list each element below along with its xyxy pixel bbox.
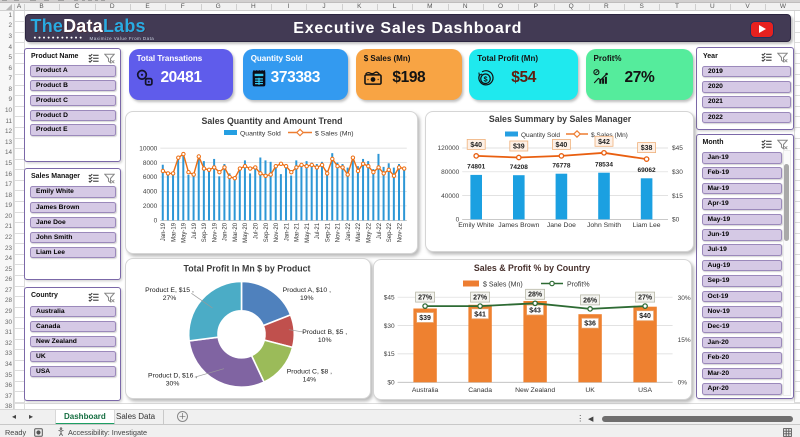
svg-text:Profit%: Profit% bbox=[567, 282, 590, 289]
svg-text:Nov-20: Nov-20 bbox=[274, 222, 280, 242]
svg-text:Mar-22: Mar-22 bbox=[356, 222, 362, 242]
svg-text:Product A, $10 ,: Product A, $10 , bbox=[283, 287, 331, 294]
svg-text:John Smith: John Smith bbox=[587, 222, 621, 229]
svg-text:$15: $15 bbox=[384, 351, 395, 358]
svg-text:Sep-22: Sep-22 bbox=[387, 222, 393, 242]
svg-text:74208: 74208 bbox=[510, 164, 528, 171]
svg-text:New Zealand: New Zealand bbox=[515, 387, 555, 394]
svg-text:Sep-19: Sep-19 bbox=[202, 222, 208, 242]
svg-text:May-20: May-20 bbox=[243, 222, 249, 243]
svg-text:0%: 0% bbox=[678, 380, 688, 387]
svg-text:27%: 27% bbox=[638, 295, 653, 302]
svg-text:Australia: Australia bbox=[412, 387, 439, 394]
svg-text:$40: $40 bbox=[640, 313, 652, 320]
svg-text:$ Sales (Mn): $ Sales (Mn) bbox=[315, 130, 354, 137]
svg-text:0: 0 bbox=[153, 217, 157, 224]
svg-text:Quantity Sold: Quantity Sold bbox=[521, 132, 560, 139]
svg-text:$0: $0 bbox=[388, 380, 396, 387]
svg-text:$43: $43 bbox=[530, 308, 542, 315]
svg-text:Sales & Profit % by Country: Sales & Profit % by Country bbox=[474, 263, 590, 273]
svg-text:Product B, $5 ,: Product B, $5 , bbox=[302, 329, 347, 336]
svg-text:$39: $39 bbox=[513, 144, 525, 151]
svg-text:76778: 76778 bbox=[553, 163, 571, 170]
svg-text:Product E, $15 ,: Product E, $15 , bbox=[145, 287, 194, 294]
svg-text:$36: $36 bbox=[585, 321, 597, 328]
svg-text:$41: $41 bbox=[475, 312, 487, 319]
svg-text:$ Sales (Mn): $ Sales (Mn) bbox=[483, 282, 523, 289]
svg-text:74801: 74801 bbox=[467, 164, 485, 171]
svg-text:$40: $40 bbox=[471, 142, 483, 149]
svg-text:30%: 30% bbox=[166, 381, 180, 388]
svg-text:$45: $45 bbox=[384, 295, 395, 302]
svg-text:2000: 2000 bbox=[143, 203, 158, 210]
svg-text:Jan-20: Jan-20 bbox=[222, 222, 228, 241]
svg-text:Jul-21: Jul-21 bbox=[315, 222, 321, 239]
svg-text:26%: 26% bbox=[583, 298, 598, 305]
svg-text:69062: 69062 bbox=[638, 167, 656, 174]
svg-text:Jane Doe: Jane Doe bbox=[547, 222, 576, 229]
svg-text:78534: 78534 bbox=[595, 162, 613, 169]
svg-text:Sales Quantity and Amount Tren: Sales Quantity and Amount Trend bbox=[201, 116, 342, 126]
svg-text:120000: 120000 bbox=[438, 145, 460, 152]
svg-text:Product C, $8 ,: Product C, $8 , bbox=[287, 369, 332, 376]
svg-text:10000: 10000 bbox=[139, 145, 157, 152]
svg-text:80000: 80000 bbox=[441, 169, 459, 176]
svg-text:27%: 27% bbox=[163, 295, 177, 302]
svg-text:Jul-19: Jul-19 bbox=[192, 222, 198, 239]
svg-text:Canada: Canada bbox=[469, 387, 493, 394]
svg-text:$30: $30 bbox=[672, 169, 683, 176]
svg-text:UK: UK bbox=[586, 387, 596, 394]
svg-text:Nov-21: Nov-21 bbox=[335, 222, 341, 242]
svg-text:Mar-19: Mar-19 bbox=[171, 222, 177, 242]
svg-text:27%: 27% bbox=[473, 295, 488, 302]
svg-text:Sales Summary by Sales Manager: Sales Summary by Sales Manager bbox=[489, 114, 632, 124]
svg-text:$40: $40 bbox=[556, 142, 568, 149]
svg-text:0: 0 bbox=[456, 217, 460, 224]
svg-text:$45: $45 bbox=[672, 145, 683, 152]
svg-text:May-21: May-21 bbox=[305, 222, 311, 243]
svg-text:Sep-20: Sep-20 bbox=[263, 222, 269, 242]
svg-text:30%: 30% bbox=[678, 295, 691, 302]
svg-text:$0: $0 bbox=[672, 217, 680, 224]
svg-text:6000: 6000 bbox=[143, 174, 158, 181]
svg-text:$15: $15 bbox=[672, 193, 683, 200]
svg-text:$: $ bbox=[484, 74, 488, 83]
svg-text:15%: 15% bbox=[678, 337, 691, 344]
svg-text:Sep-21: Sep-21 bbox=[325, 222, 331, 242]
svg-text:Jul-20: Jul-20 bbox=[253, 222, 259, 239]
svg-text:10%: 10% bbox=[318, 337, 332, 344]
svg-text:Nov-22: Nov-22 bbox=[397, 222, 403, 242]
svg-text:Jan-21: Jan-21 bbox=[284, 222, 290, 241]
svg-text:19%: 19% bbox=[300, 295, 314, 302]
svg-text:Jul-22: Jul-22 bbox=[376, 222, 382, 239]
svg-text:May-22: May-22 bbox=[366, 222, 372, 243]
svg-text:Total Profit In Mn $ by Produc: Total Profit In Mn $ by Product bbox=[184, 264, 311, 274]
svg-text:$ Sales (Mn): $ Sales (Mn) bbox=[591, 132, 628, 139]
svg-text:Liam Lee: Liam Lee bbox=[633, 222, 661, 229]
svg-text:May-19: May-19 bbox=[181, 222, 187, 243]
svg-text:Nov-19: Nov-19 bbox=[212, 222, 218, 242]
svg-text:Mar-21: Mar-21 bbox=[294, 222, 300, 242]
svg-text:14%: 14% bbox=[303, 377, 317, 384]
svg-text:Jan-22: Jan-22 bbox=[346, 222, 352, 241]
svg-text:28%: 28% bbox=[528, 292, 543, 299]
svg-text:$30: $30 bbox=[384, 323, 395, 330]
svg-text:40000: 40000 bbox=[441, 193, 459, 200]
svg-text:8000: 8000 bbox=[143, 160, 158, 167]
svg-text:$42: $42 bbox=[598, 139, 610, 146]
svg-text:Mar-20: Mar-20 bbox=[233, 222, 239, 242]
svg-text:27%: 27% bbox=[418, 295, 433, 302]
svg-text:$39: $39 bbox=[420, 315, 432, 322]
svg-text:Quantity Sold: Quantity Sold bbox=[240, 130, 281, 137]
svg-text:Emily White: Emily White bbox=[459, 222, 495, 229]
svg-text:$38: $38 bbox=[641, 145, 653, 152]
svg-text:USA: USA bbox=[638, 387, 652, 394]
svg-text:James Brown: James Brown bbox=[499, 222, 540, 229]
svg-text:4000: 4000 bbox=[143, 189, 158, 196]
svg-text:Jan-19: Jan-19 bbox=[161, 222, 167, 241]
svg-text:Product D, $16 ,: Product D, $16 , bbox=[148, 373, 197, 380]
